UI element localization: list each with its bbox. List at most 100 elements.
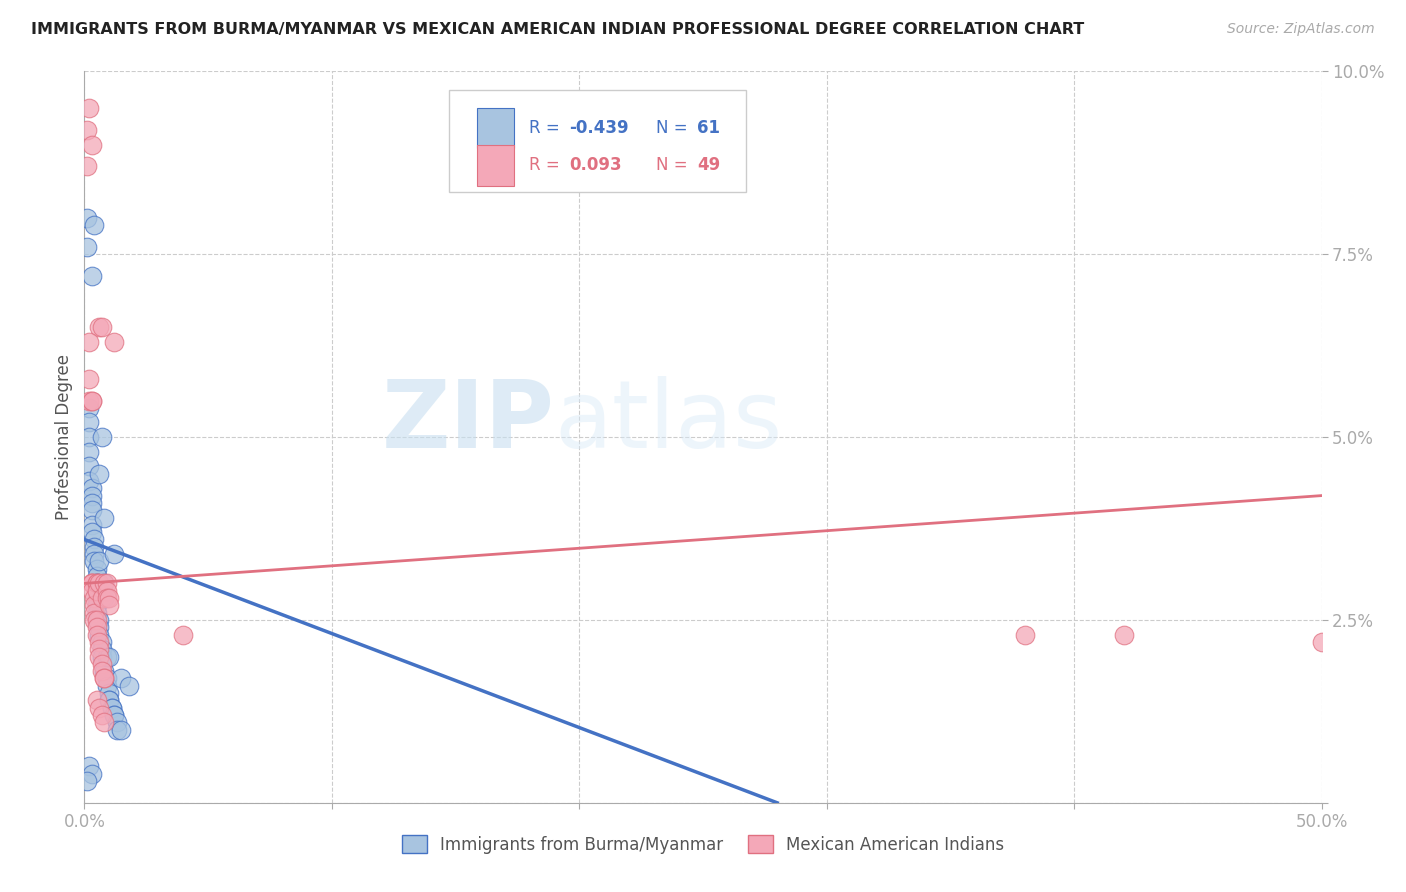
Point	[103, 334, 125, 349]
Point	[80, 481, 103, 495]
Point	[79, 101, 101, 115]
Text: ZIP: ZIP	[381, 376, 554, 468]
Point	[80, 576, 103, 591]
Text: 49: 49	[697, 156, 720, 175]
Point	[89, 700, 111, 714]
Point	[86, 591, 108, 605]
Point	[76, 773, 98, 788]
Point	[103, 708, 125, 723]
Point	[79, 393, 101, 408]
Point	[90, 664, 112, 678]
Point	[93, 510, 115, 524]
Point	[76, 160, 98, 174]
Point	[89, 613, 111, 627]
Point	[86, 613, 108, 627]
Point	[79, 334, 101, 349]
Point	[100, 700, 122, 714]
Point	[80, 583, 103, 598]
Point	[103, 708, 125, 723]
Point	[93, 576, 115, 591]
Point	[98, 591, 121, 605]
Point	[80, 517, 103, 532]
Point	[93, 672, 115, 686]
Point	[90, 657, 112, 671]
Point	[79, 371, 101, 385]
Point	[80, 137, 103, 152]
Point	[80, 766, 103, 780]
Point	[86, 576, 108, 591]
Point	[96, 583, 118, 598]
FancyBboxPatch shape	[477, 108, 513, 148]
Point	[90, 320, 112, 334]
Point	[103, 547, 125, 561]
Point	[96, 576, 118, 591]
Point	[86, 606, 108, 620]
Point	[86, 599, 108, 613]
Point	[96, 591, 118, 605]
Point	[76, 211, 98, 225]
Point	[96, 672, 118, 686]
Point	[86, 576, 108, 591]
Point	[89, 320, 111, 334]
Point	[89, 649, 111, 664]
Point	[79, 416, 101, 430]
Text: R =: R =	[529, 156, 569, 175]
Point	[89, 467, 111, 481]
Point	[98, 599, 121, 613]
Text: IMMIGRANTS FROM BURMA/MYANMAR VS MEXICAN AMERICAN INDIAN PROFESSIONAL DEGREE COR: IMMIGRANTS FROM BURMA/MYANMAR VS MEXICAN…	[31, 22, 1084, 37]
Point	[89, 627, 111, 641]
Point	[79, 444, 101, 458]
Point	[89, 635, 111, 649]
Point	[79, 759, 101, 773]
Point	[93, 672, 115, 686]
Point	[89, 576, 111, 591]
Point	[83, 547, 105, 561]
Point	[80, 496, 103, 510]
Point	[86, 576, 108, 591]
Point	[98, 686, 121, 700]
Point	[93, 664, 115, 678]
Point	[86, 562, 108, 576]
Text: -0.439: -0.439	[569, 119, 628, 136]
Point	[90, 430, 112, 444]
Point	[96, 679, 118, 693]
Point	[1112, 627, 1135, 641]
Point	[83, 613, 105, 627]
Text: 0.093: 0.093	[569, 156, 621, 175]
Point	[80, 576, 103, 591]
Y-axis label: Professional Degree: Professional Degree	[55, 354, 73, 520]
Point	[76, 240, 98, 254]
Point	[83, 218, 105, 232]
Point	[76, 123, 98, 137]
Point	[98, 649, 121, 664]
Point	[79, 459, 101, 474]
Point	[83, 606, 105, 620]
Point	[79, 474, 101, 488]
Point	[80, 393, 103, 408]
Point	[86, 576, 108, 591]
Point	[1310, 635, 1333, 649]
Point	[79, 401, 101, 415]
Text: N =: N =	[657, 156, 693, 175]
Point	[90, 708, 112, 723]
Point	[86, 693, 108, 707]
Point	[90, 642, 112, 657]
Point	[79, 430, 101, 444]
Point	[83, 591, 105, 605]
Point	[86, 583, 108, 598]
Text: atlas: atlas	[554, 376, 783, 468]
Point	[86, 569, 108, 583]
Point	[86, 620, 108, 634]
Point	[90, 649, 112, 664]
Point	[110, 723, 132, 737]
Point	[80, 525, 103, 540]
Point	[83, 540, 105, 554]
Point	[80, 489, 103, 503]
Point	[93, 715, 115, 730]
Point	[172, 627, 194, 641]
Point	[83, 554, 105, 568]
Point	[83, 533, 105, 547]
Point	[86, 627, 108, 641]
Point	[100, 700, 122, 714]
Point	[90, 591, 112, 605]
